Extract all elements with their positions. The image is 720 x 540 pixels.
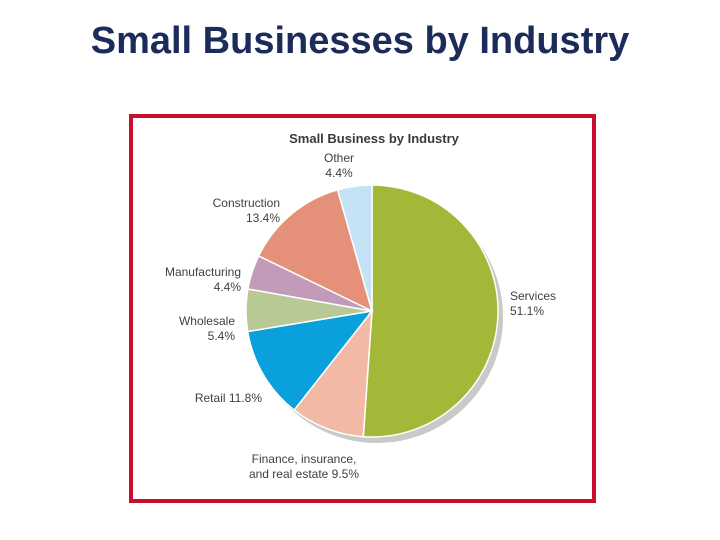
slice-label-retail: Retail 11.8% bbox=[195, 391, 262, 405]
slice-label-construction: Construction 13.4% bbox=[213, 196, 281, 225]
pie-slices bbox=[245, 184, 499, 438]
chart-title: Small Business by Industry bbox=[289, 131, 460, 146]
slice-label-services: Services 51.1% bbox=[510, 289, 556, 318]
slice-label-manufacturing: Manufacturing 4.4% bbox=[165, 265, 241, 294]
slice-label-wholesale: Wholesale 5.4% bbox=[179, 314, 235, 343]
pie-slice-services bbox=[362, 184, 499, 438]
pie-slice-finance-insurance-and-real-estate bbox=[293, 308, 373, 438]
chart-frame: Small Business by Industry Services 51.1%… bbox=[129, 114, 596, 503]
pie-slice-construction bbox=[257, 188, 374, 313]
slice-label-finance-insurance-and-real-estate: Finance, insurance, and real estate 9.5% bbox=[249, 452, 359, 481]
pie-labels: Services 51.1% Finance, insurance, and real… bbox=[165, 151, 556, 481]
pie-chart: Small Business by Industry Services 51.1%… bbox=[165, 131, 556, 481]
pie-slice-retail bbox=[246, 309, 374, 412]
slice-label-other: Other 4.4% bbox=[324, 151, 354, 180]
pie-slice-other bbox=[336, 184, 373, 312]
slide-title: Small Businesses by Industry bbox=[90, 20, 630, 62]
